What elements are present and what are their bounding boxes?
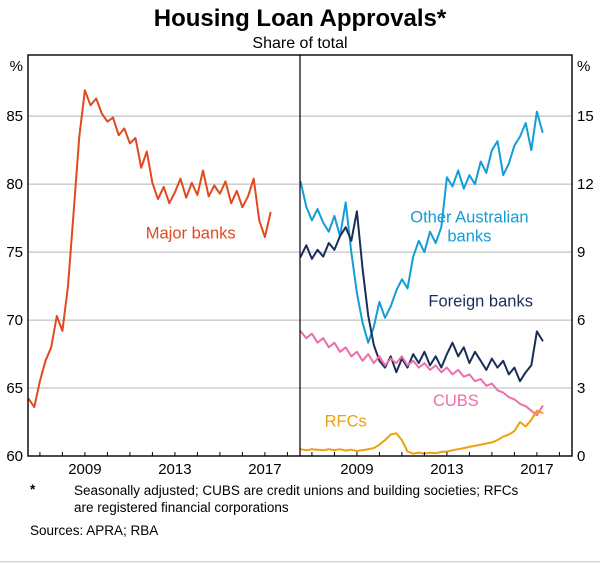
footnote-text: Seasonally adjusted; CUBS are credit uni… <box>74 482 519 516</box>
chart-subtitle: Share of total <box>252 34 348 52</box>
bottom-edge <box>0 561 600 563</box>
sources-line: Sources: APRA; RBA <box>30 523 159 539</box>
y-tick-label-left: 70 <box>6 312 23 329</box>
y-unit-right: % <box>577 58 590 75</box>
footnotes: * Seasonally adjusted; CUBS are credit u… <box>0 482 600 539</box>
y-tick-label-left: 80 <box>6 176 23 193</box>
y-tick-label-right: 15 <box>577 108 594 125</box>
y-tick-label-left: 60 <box>6 448 23 465</box>
series-label: Major banks <box>146 224 236 242</box>
series-label: Other Australian <box>410 208 528 226</box>
series-label: Foreign banks <box>428 292 533 310</box>
series-label: RFCs <box>325 412 367 430</box>
y-tick-label-right: 6 <box>577 312 585 329</box>
x-tick-label: 2013 <box>158 461 191 478</box>
x-tick-label: 2009 <box>68 461 101 478</box>
y-unit-left: % <box>10 58 23 75</box>
series-label: banks <box>447 227 491 245</box>
series-line-major-banks <box>27 88 272 408</box>
y-tick-label-right: 3 <box>577 380 585 397</box>
x-tick-label: 2009 <box>340 461 373 478</box>
footnote-row: * Seasonally adjusted; CUBS are credit u… <box>0 482 600 518</box>
x-tick-label: 2017 <box>248 461 281 478</box>
chart-svg: 60 65 70 75 80 85 0 3 6 9 12 15% % 2009 2013 2017 2009 20… <box>6 53 594 478</box>
series-label: CUBS <box>433 392 479 410</box>
y-tick-label-right: 0 <box>577 448 585 465</box>
x-tick-label: 2013 <box>430 461 463 478</box>
y-tick-label-left: 65 <box>6 380 23 397</box>
series-line-foreign-banks <box>299 209 544 382</box>
x-tick-label: 2017 <box>520 461 553 478</box>
y-tick-label-right: 12 <box>577 176 594 193</box>
y-tick-label-right: 9 <box>577 244 585 261</box>
series-line-rfcs <box>299 409 544 455</box>
y-tick-label-left: 75 <box>6 244 23 261</box>
footnote-marker: * <box>30 481 36 497</box>
series-line-cubs <box>299 329 544 416</box>
chart-title: Housing Loan Approvals* <box>153 5 447 32</box>
y-tick-label-left: 85 <box>6 108 23 125</box>
series-line-other-australian-banks <box>299 110 544 344</box>
